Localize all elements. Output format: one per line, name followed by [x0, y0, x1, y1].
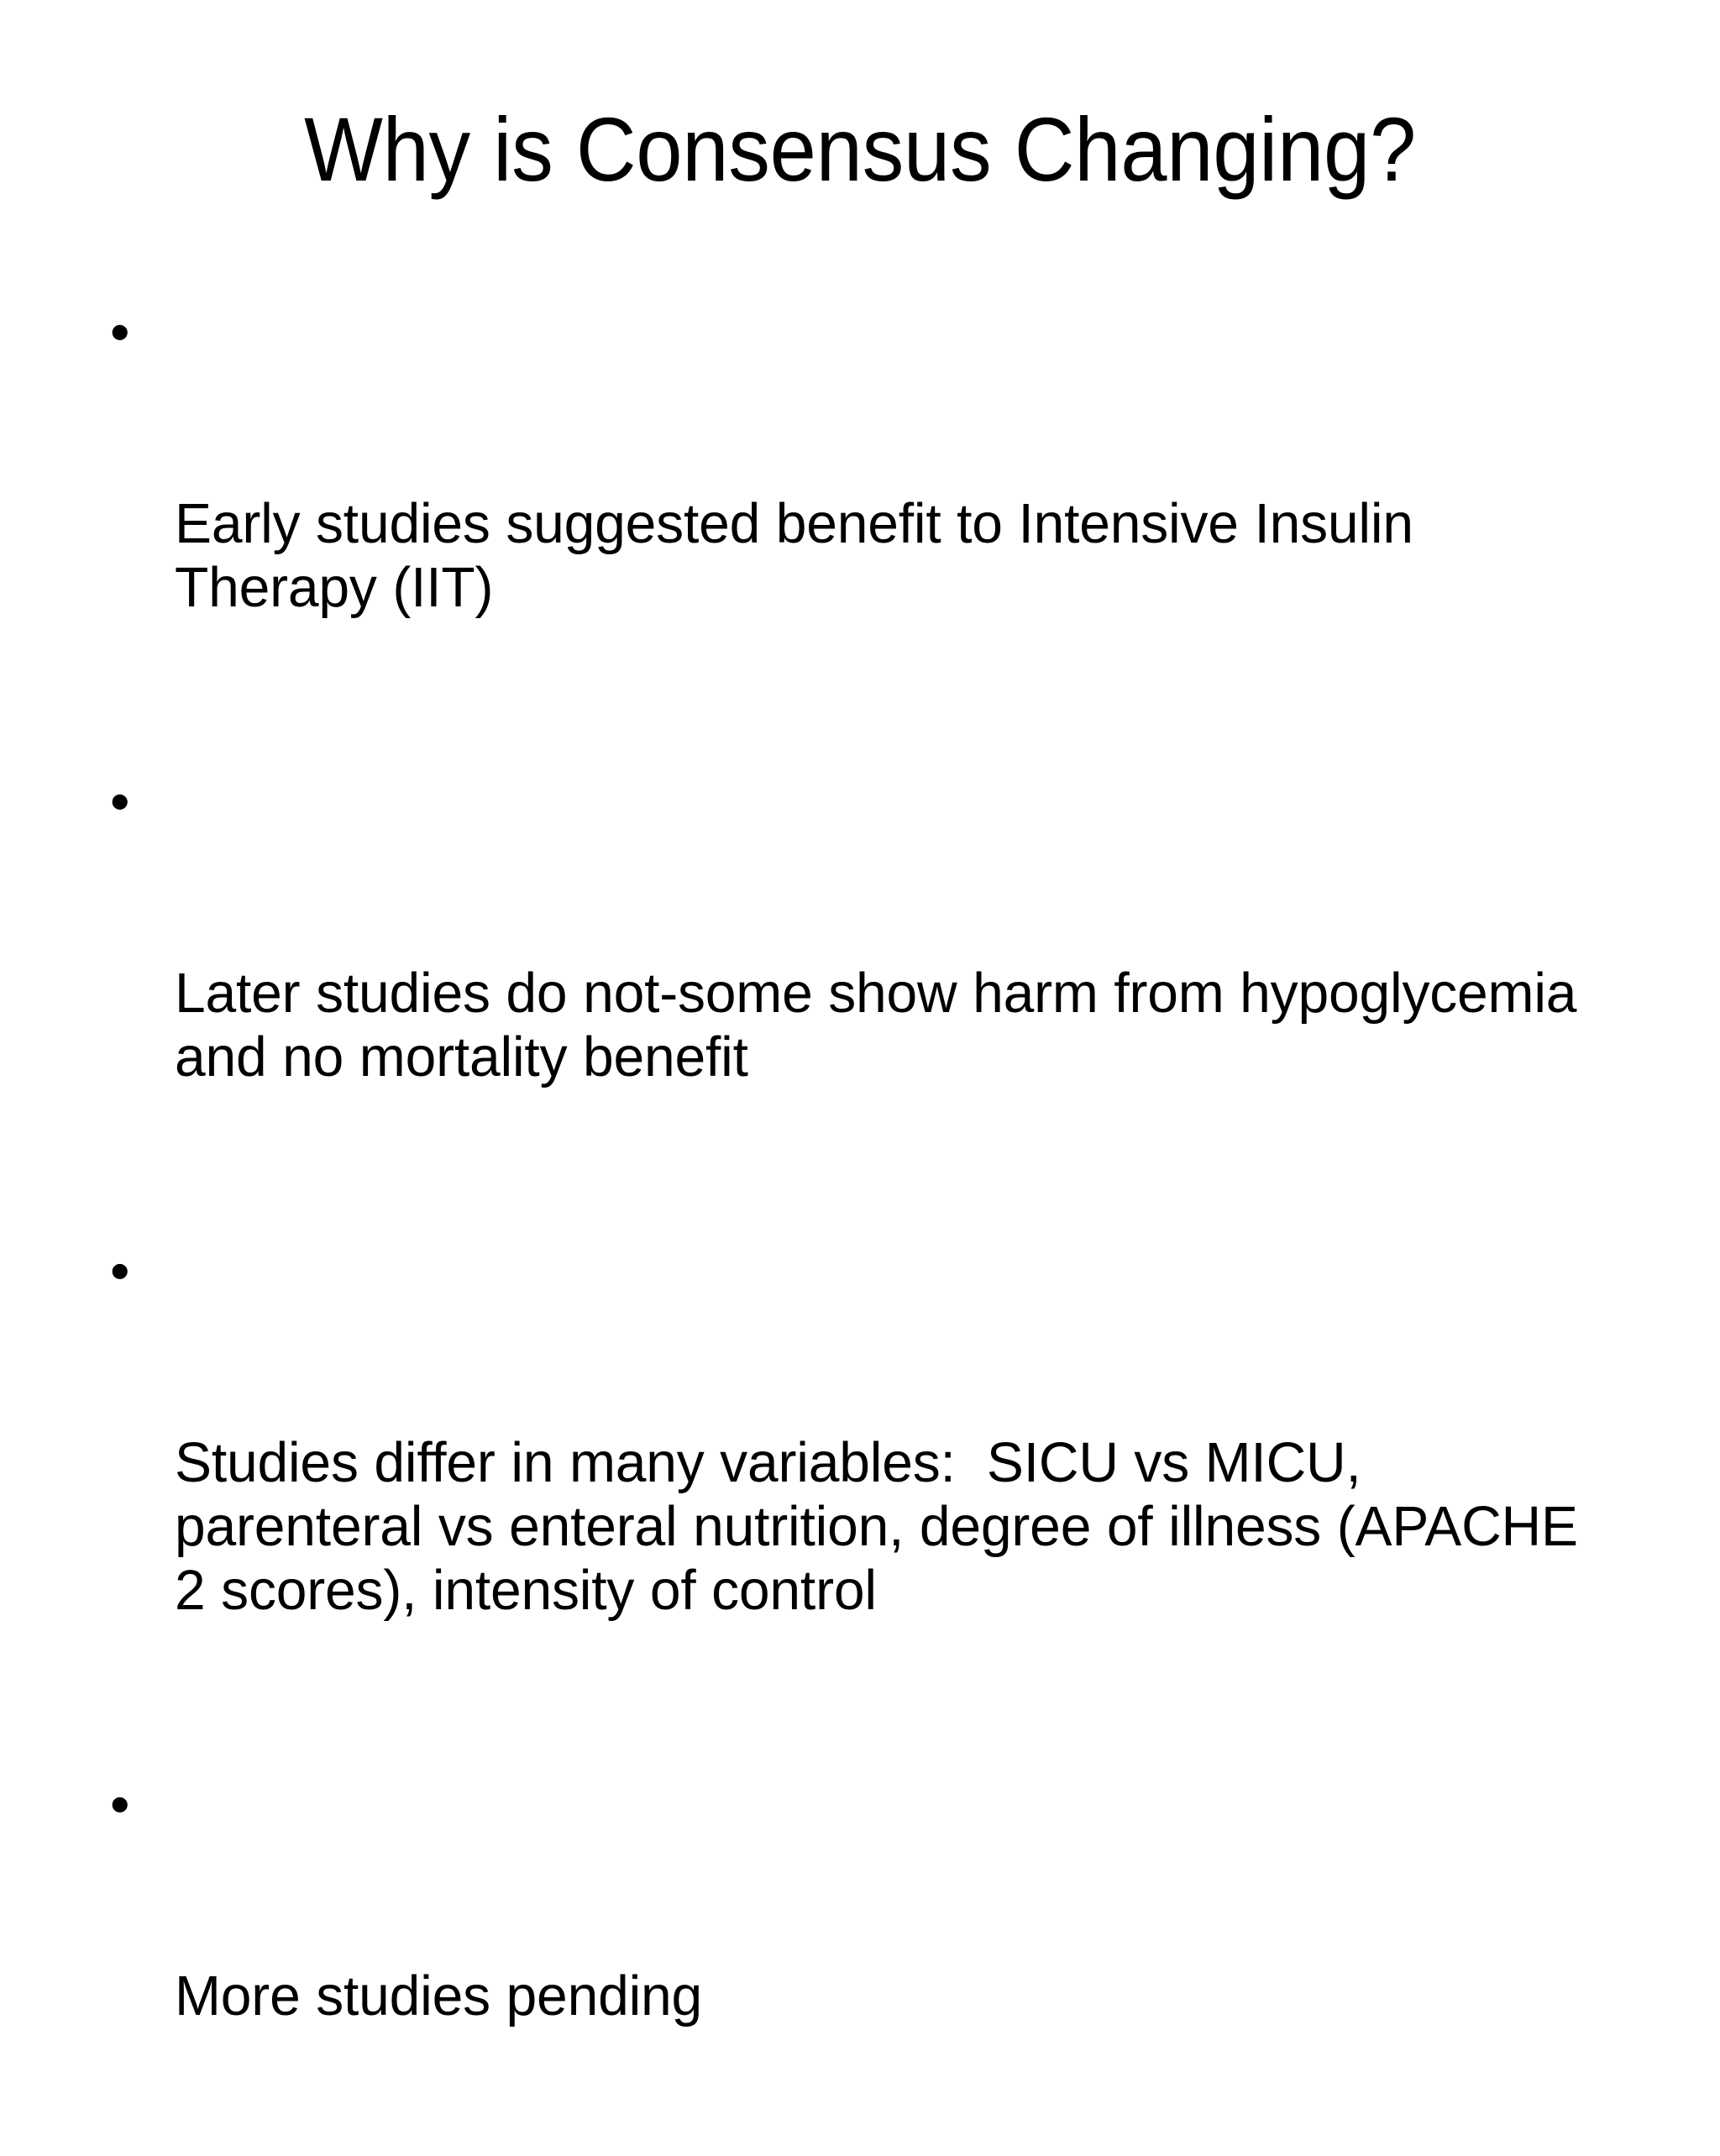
bullet-point-icon: •	[110, 1773, 130, 1836]
list-item-text: Early studies suggested benefit to Inten…	[175, 492, 1429, 619]
list-item-text: Later studies do not-some show harm from…	[175, 962, 1592, 1088]
bullet-point-icon: •	[110, 301, 130, 364]
list-item-text: Studies differ in many variables: SICU v…	[175, 1431, 1594, 1622]
page-title: Why is Consensus Changing?	[304, 98, 1416, 200]
slide-body-placeholder: • Early studies suggested benefit to Int…	[99, 301, 1619, 2156]
slide-title-placeholder: Why is Consensus Changing?	[108, 98, 1612, 201]
bullet-point-icon: •	[110, 770, 130, 833]
list-item: • Studies differ in many variables: SICU…	[99, 1240, 1619, 1750]
list-item: • Early studies suggested benefit to Int…	[99, 301, 1619, 748]
list-item: • Later studies do not-some show harm fr…	[99, 770, 1619, 1217]
list-item-text: More studies pending	[175, 1965, 703, 2027]
list-item: • More studies pending	[99, 1773, 1619, 2156]
presentation-slide: Why is Consensus Changing? • Early studi…	[108, 98, 1612, 2027]
bullet-point-icon: •	[110, 1240, 130, 1303]
